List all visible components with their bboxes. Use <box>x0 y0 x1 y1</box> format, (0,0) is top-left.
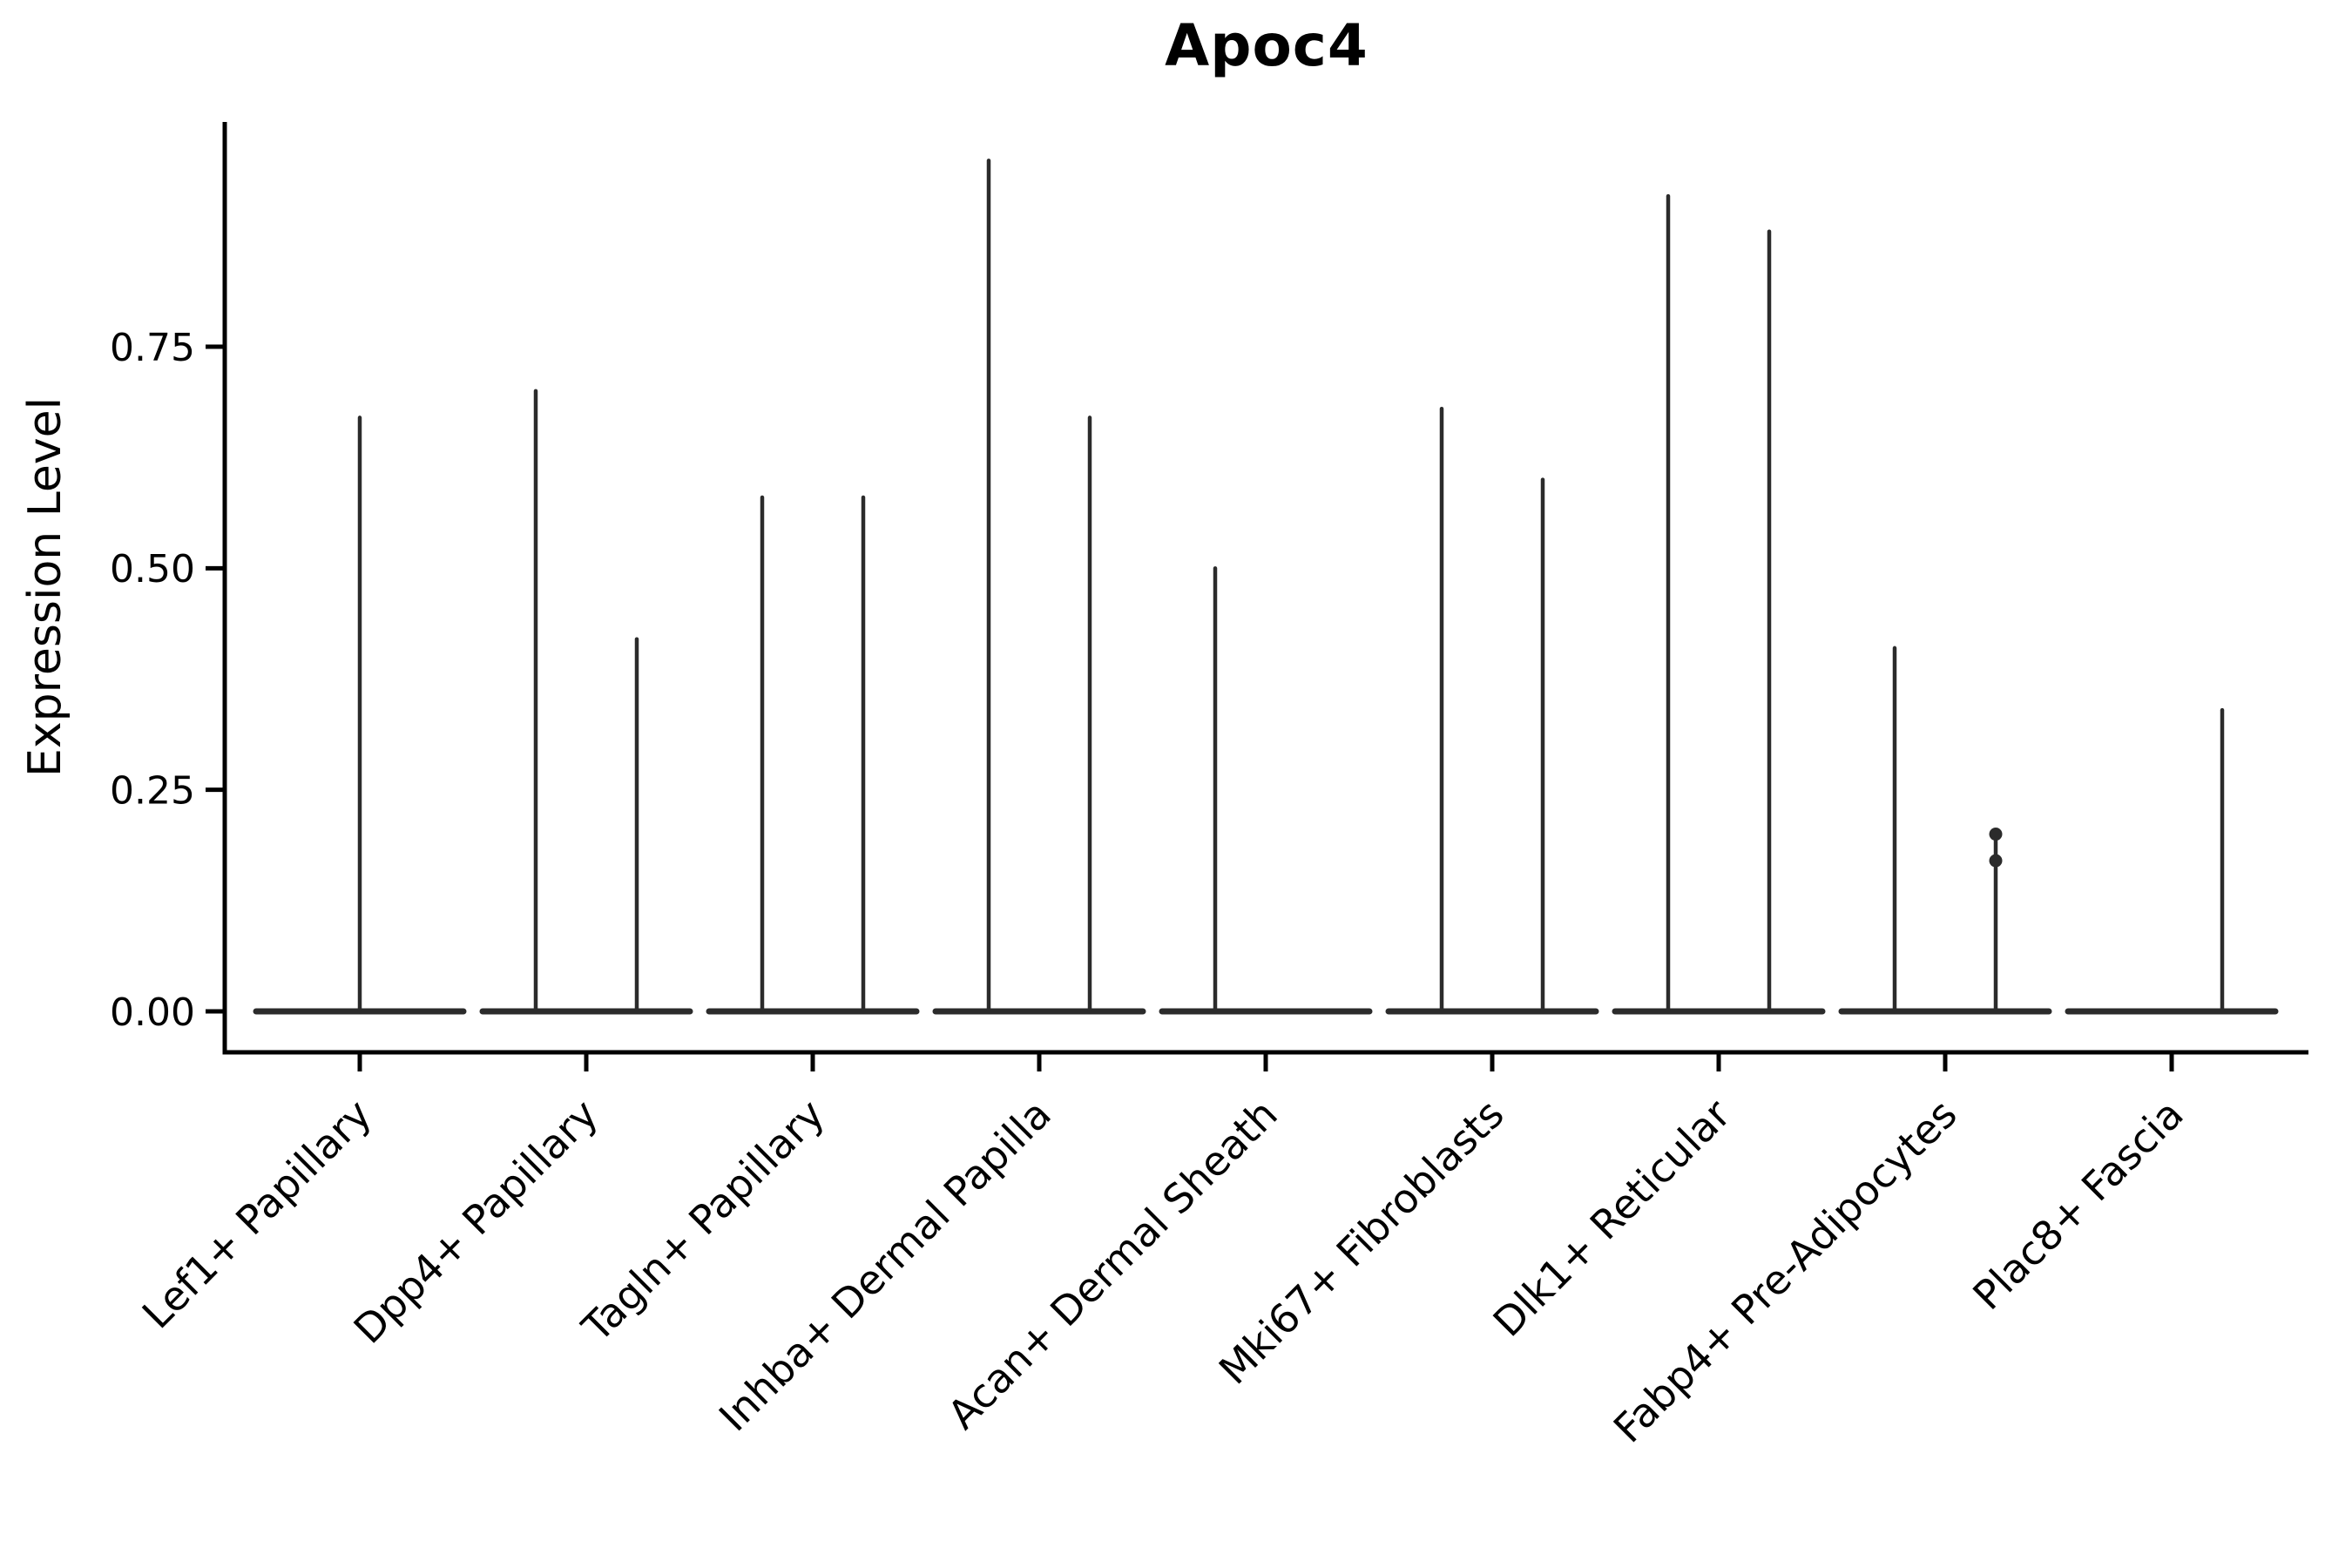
x-tick-label: Plac8+ Fascia <box>1963 1091 2192 1319</box>
chart-title: Apoc4 <box>1165 12 1369 79</box>
expression-point <box>1989 828 2003 841</box>
x-tick-label: Dlk1+ Reticular <box>1484 1091 1740 1346</box>
expression-point <box>1989 854 2003 868</box>
x-tick-label: Dpp4+ Papillary <box>345 1091 607 1353</box>
y-tick-label: 0.75 <box>110 326 195 370</box>
x-tick-label: Tagln+ Papillary <box>572 1091 834 1352</box>
x-tick-label: Lef1+ Papillary <box>133 1091 381 1338</box>
y-tick-label: 0.25 <box>110 769 195 814</box>
y-tick-label: 0.50 <box>110 547 195 591</box>
y-tick-label: 0.00 <box>110 990 195 1035</box>
